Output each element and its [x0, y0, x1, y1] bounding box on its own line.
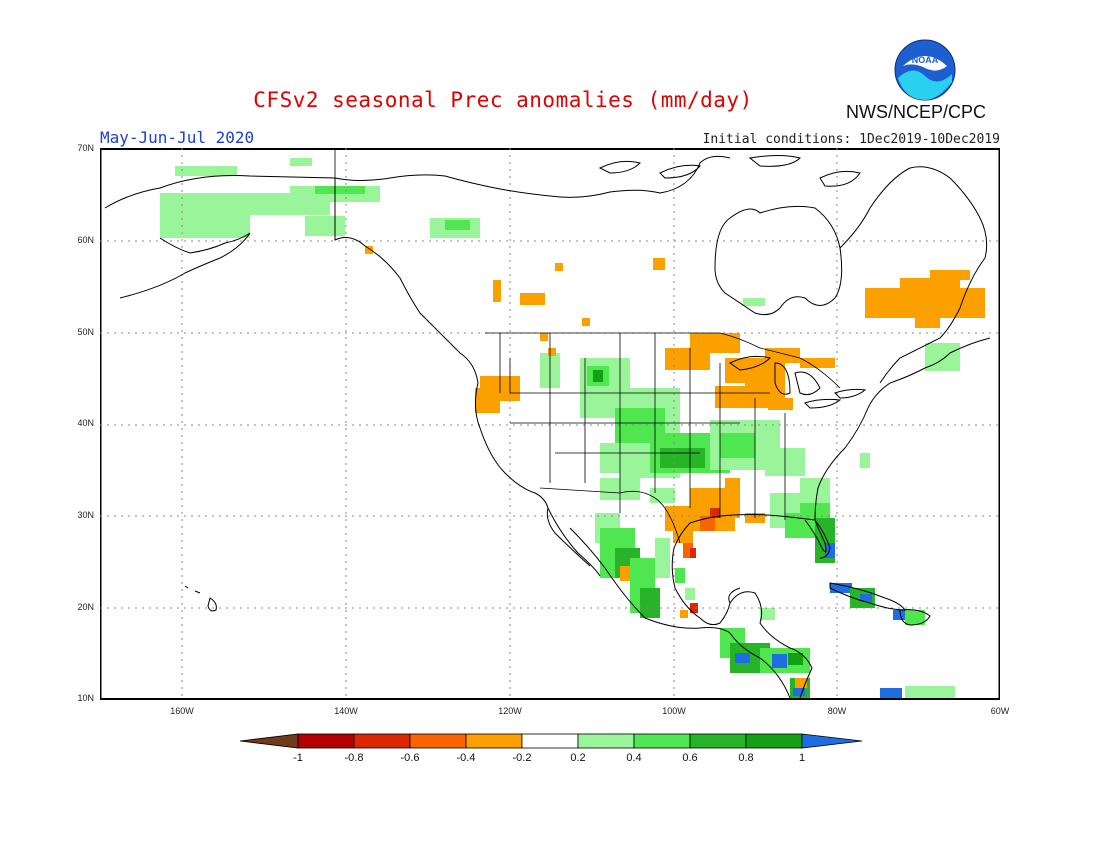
colorbar-segment: [297, 733, 355, 749]
graticule: [100, 148, 1000, 701]
lon-label-60w: 60W: [990, 706, 1010, 716]
noaa-logo: NOAA: [894, 39, 956, 101]
lon-label-100w: 100W: [662, 706, 686, 716]
colorbar-segment: [689, 733, 747, 749]
lat-label-20n: 20N: [77, 602, 94, 612]
lat-label-10n: 10N: [77, 693, 94, 703]
colorbar-segment: [577, 733, 635, 749]
colorbar-label: -0.8: [344, 752, 364, 764]
colorbar-segment: [745, 733, 803, 749]
colorbar: [239, 733, 863, 749]
colorbar-label: 0.8: [738, 752, 754, 764]
lat-label-70n: 70N: [77, 143, 94, 153]
positive-anomalies: [160, 158, 960, 698]
colorbar-label: -0.6: [400, 752, 420, 764]
colorbar-label: 1: [798, 752, 806, 764]
lat-label-40n: 40N: [77, 418, 94, 428]
map-panel: [100, 148, 1000, 701]
colorbar-segment: [465, 733, 523, 749]
lon-label-140w: 140W: [334, 706, 358, 716]
noaa-logo-text: NOAA: [912, 55, 939, 65]
colorbar-segment: [633, 733, 691, 749]
colorbar-segment: [353, 733, 411, 749]
negative-anomalies: [365, 246, 985, 688]
lat-label-60n: 60N: [77, 235, 94, 245]
colorbar-label: -0.2: [512, 752, 532, 764]
colorbar-label: -0.4: [456, 752, 476, 764]
map-title: CFSv2 seasonal Prec anomalies (mm/day): [253, 88, 753, 112]
lat-label-30n: 30N: [77, 510, 94, 520]
colorbar-label: 0.6: [682, 752, 698, 764]
colorbar-segment: [409, 733, 467, 749]
colorbar-label: 0.2: [570, 752, 586, 764]
lon-label-80w: 80W: [827, 706, 847, 716]
lon-label-160w: 160W: [170, 706, 194, 716]
political-borders: [334, 148, 841, 544]
initial-conditions-label: Initial conditions: 1Dec2019-10Dec2019: [702, 132, 1000, 147]
lat-label-50n: 50N: [77, 327, 94, 337]
coastlines: [104, 155, 991, 699]
colorbar-label: -1: [293, 752, 303, 764]
colorbar-arrow-high: [801, 733, 863, 749]
agency-label: NWS/NCEP/CPC: [846, 102, 987, 122]
colorbar-label: 0.4: [626, 752, 642, 764]
lon-label-120w: 120W: [498, 706, 522, 716]
colorbar-arrow-low: [239, 733, 299, 749]
season-label: May-Jun-Jul 2020: [100, 128, 255, 147]
colorbar-segment: [521, 733, 579, 749]
